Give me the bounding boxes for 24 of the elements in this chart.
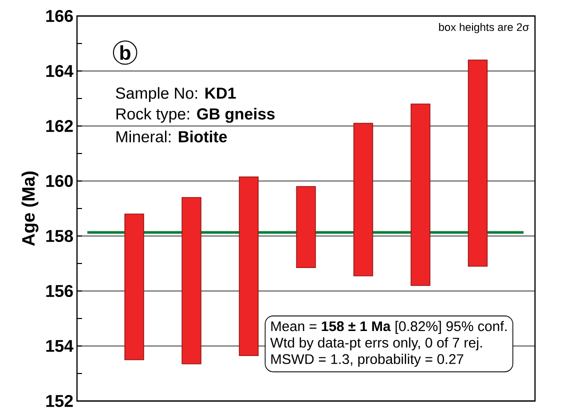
annotation: Rock type: GB gneiss xyxy=(116,108,275,123)
bar xyxy=(410,104,430,286)
bar xyxy=(353,122,374,276)
annotation: Sample No: KD1 xyxy=(116,87,236,102)
y-tick-label: 166 xyxy=(46,10,73,22)
y-tick-label: 154 xyxy=(46,340,74,352)
y-tick-label: 156 xyxy=(46,285,73,297)
bar xyxy=(296,186,316,268)
y-tick-label: 158 xyxy=(46,230,73,242)
bar xyxy=(238,176,259,356)
y-tick-label: 164 xyxy=(46,65,74,77)
annotation: Mineral: Biotite xyxy=(116,130,227,142)
bar xyxy=(124,214,144,360)
annotation: box heights are 2σ xyxy=(439,22,530,34)
annotation: Mean = 158 ± 1 Ma [0.82%] 95% conf. xyxy=(271,320,507,334)
y-tick-label: 152 xyxy=(46,395,73,407)
annotation: Wtd by data-pt errs only, 0 of 7 rej. xyxy=(270,337,482,350)
bar xyxy=(182,197,202,364)
annotation: b xyxy=(120,45,130,60)
annotation: MSWD = 1.3, probability = 0.27 xyxy=(271,354,464,367)
y-tick-label: 160 xyxy=(46,175,73,187)
y-tick-label: 162 xyxy=(46,120,73,132)
bar xyxy=(468,60,488,267)
y-axis-title: Age (Ma) xyxy=(22,172,38,246)
